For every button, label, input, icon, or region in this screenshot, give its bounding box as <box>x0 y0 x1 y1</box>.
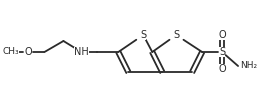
Text: CH₃: CH₃ <box>2 47 19 56</box>
Text: O: O <box>25 47 32 57</box>
Text: NH₂: NH₂ <box>240 62 257 70</box>
Text: S: S <box>140 30 146 40</box>
Text: O: O <box>218 30 226 40</box>
Text: O: O <box>218 64 226 74</box>
Text: NH: NH <box>74 47 89 57</box>
Text: S: S <box>219 47 225 57</box>
Text: S: S <box>173 30 179 40</box>
